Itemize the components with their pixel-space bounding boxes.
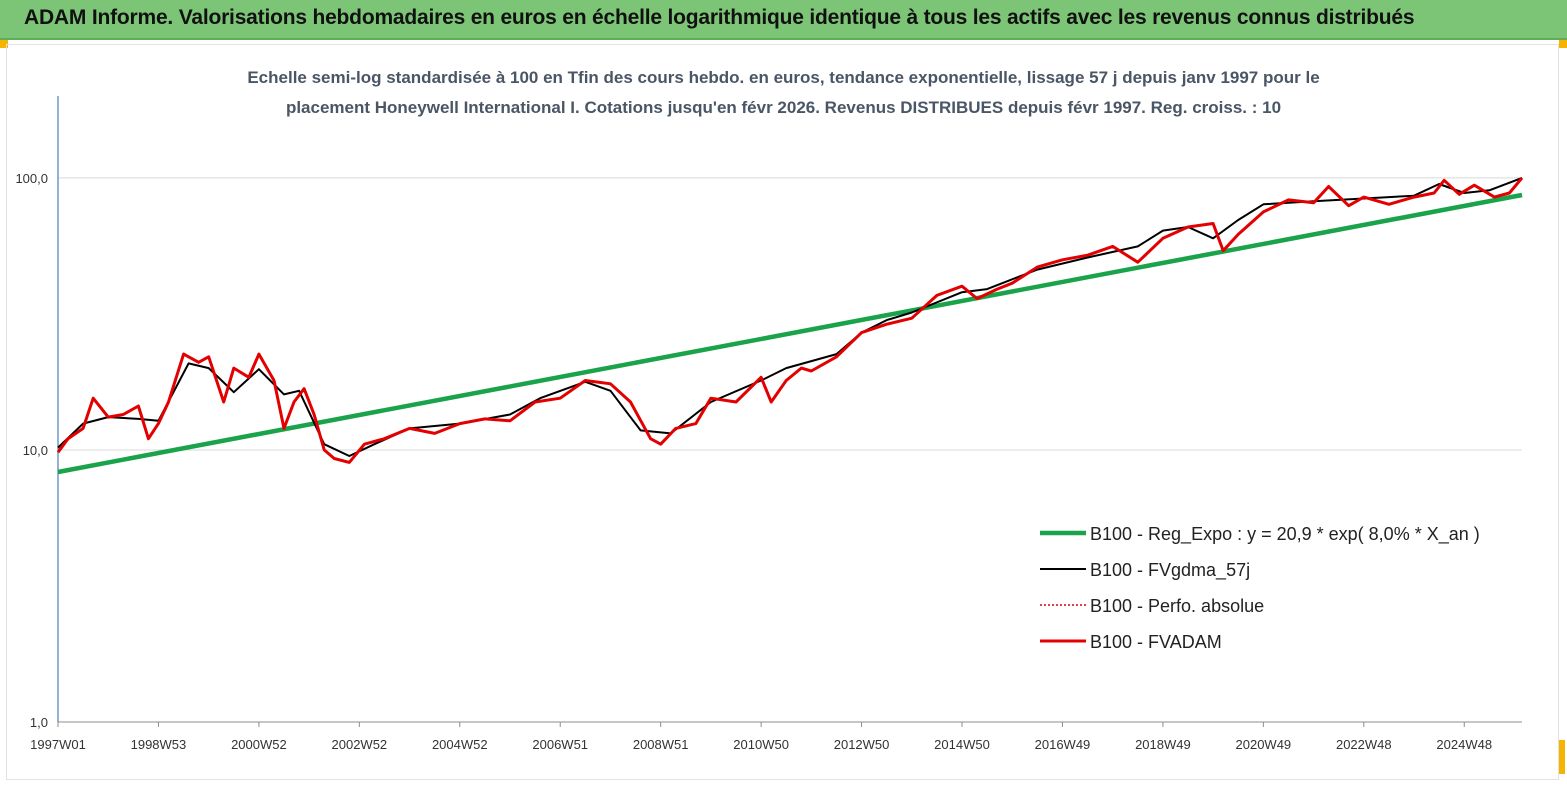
legend-label-perfo: B100 - Perfo. absolue [1090, 596, 1264, 616]
x-tick-label: 2014W50 [934, 737, 990, 752]
x-tick-label: 2004W52 [432, 737, 488, 752]
x-tick-label: 2000W52 [231, 737, 287, 752]
series-line-gdma [57, 176, 1523, 457]
x-tick-label: 2006W51 [532, 737, 588, 752]
x-tick-label: 2018W49 [1135, 737, 1191, 752]
corner-marker-top-right [1559, 40, 1567, 48]
corner-marker-bottom-right [1559, 740, 1565, 774]
x-tick-label: 2020W49 [1236, 737, 1292, 752]
y-tick-label: 1,0 [30, 715, 48, 730]
x-tick-label: 2024W48 [1436, 737, 1492, 752]
legend-label-gdma: B100 - FVgdma_57j [1090, 560, 1250, 581]
x-tick-label: 2016W49 [1035, 737, 1091, 752]
report-title: ADAM Informe. Valorisations hebdomadaire… [24, 6, 1415, 29]
x-tick-label: 2010W50 [733, 737, 789, 752]
legend-label-fvadam: B100 - FVADAM [1090, 632, 1222, 652]
x-tick-label: 2002W52 [332, 737, 388, 752]
x-tick-label: 1997W01 [30, 737, 86, 752]
y-tick-label: 10,0 [23, 443, 48, 458]
report-banner: ADAM Informe. Valorisations hebdomadaire… [0, 0, 1567, 40]
legend-label-reg: B100 - Reg_Expo : y = 20,9 * exp( 8,0% *… [1090, 524, 1480, 545]
chart-title-line-1: Echelle semi-log standardisée à 100 en T… [247, 68, 1320, 87]
x-tick-label: 2012W50 [834, 737, 890, 752]
chart-frame [6, 44, 1559, 780]
x-tick-label: 2008W51 [633, 737, 689, 752]
x-tick-label: 2022W48 [1336, 737, 1392, 752]
corner-marker-top-left [0, 40, 8, 48]
chart-title-line-2: placement Honeywell International I. Cot… [285, 98, 1282, 117]
x-tick-label: 1998W53 [131, 737, 187, 752]
series-line-fvadam [56, 176, 1524, 464]
series-line-reg [57, 192, 1523, 475]
y-tick-label: 100,0 [15, 171, 48, 186]
